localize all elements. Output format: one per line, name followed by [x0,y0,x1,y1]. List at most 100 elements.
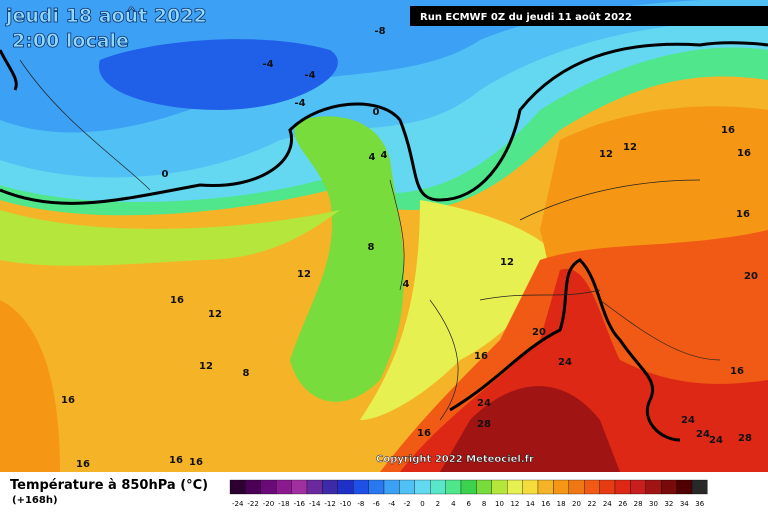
contour-label: 12 [500,257,514,268]
scale-tick: 26 [618,500,627,508]
scale-swatch [291,479,308,495]
scale-swatch [445,479,462,495]
contour-label: 20 [744,271,758,282]
scale-swatch [491,479,508,495]
scale-tick: -10 [340,500,351,508]
scale-swatch [691,479,708,495]
scale-swatch [584,479,600,495]
scale-swatch [507,479,523,495]
scale-tick: -14 [309,500,321,508]
green-tongue [290,116,404,402]
scale-swatch [553,479,569,495]
scale-swatch [322,479,338,495]
contour-label: 16 [474,351,488,362]
scale-swatch [245,479,261,495]
scale-tick: 14 [526,500,535,508]
contour-label: -4 [294,98,305,109]
contour-label: 12 [623,142,637,153]
contour-label: -8 [374,26,385,37]
scale-tick: 34 [680,500,689,508]
contour-label: 16 [737,148,751,159]
scale-swatch [614,479,631,495]
scale-tick: 24 [603,500,612,508]
scale-swatch [276,479,292,495]
contour-label: 4 [403,279,410,290]
scale-swatch [537,479,554,495]
scale-tick: 4 [451,500,456,508]
scale-swatch [383,479,400,495]
scale-swatch [522,479,539,495]
scale-tick: 22 [587,500,596,508]
contour-label: 8 [243,368,250,379]
scale-tick: 8 [482,500,486,508]
scale-swatch [306,479,323,495]
scale-tick: 2 [436,500,440,508]
scale-tick: 16 [541,500,550,508]
scale-swatch [353,479,369,495]
scale-tick: 10 [495,500,504,508]
scale-tick: 6 [466,500,471,508]
scale-swatch [337,479,354,495]
scale-swatch [676,479,693,495]
contour-label: -4 [304,70,315,81]
scale-tick: -20 [263,500,274,508]
scale-swatch [368,479,385,495]
scale-tick: 30 [649,500,658,508]
scale-tick: -6 [373,500,381,508]
scale-tick: 12 [510,500,519,508]
contour-label: 16 [189,457,203,468]
contour-label: 16 [417,428,431,439]
scale-tick: -16 [294,500,306,508]
map-time: 2:00 locale [12,30,129,52]
scale-tick: -8 [357,500,364,508]
scale-tick: 28 [634,500,643,508]
legend-title: Température à 850hPa (°C) [10,478,208,493]
contour-label: 28 [738,433,752,444]
coastlines [19,59,721,421]
contour-m4 [0,49,18,91]
scale-swatch [460,479,477,495]
contours [0,41,768,442]
zone-west [0,300,60,472]
contour-label: 0 [162,169,169,180]
run-label: Run ECMWF 0Z du jeudi 11 août 2022 [420,11,632,23]
contour-label: 16 [170,295,184,306]
contour-label: 12 [599,149,613,160]
scale-tick: 36 [695,500,704,508]
contour-label: 24 [558,357,572,368]
scale-swatch [399,479,415,495]
scale-tick: -12 [324,500,335,508]
run-box [410,6,768,26]
scale-tick: 20 [572,500,581,508]
color-scale: -24 -22 -20 -18 -16 -14 -12 -10 -8 -6 -4 -2 0 2 4 6 8 10 1… [229,479,708,508]
contour-0 [0,41,768,205]
contour-label: 16 [721,125,735,136]
scale-tick: 32 [664,500,673,508]
scale-swatch [645,479,662,495]
scale-swatch [476,479,492,495]
contour-label: 24 [681,415,695,426]
scale-swatch [568,479,585,495]
scale-tick: -18 [278,500,289,508]
contour-label: 16 [169,455,183,466]
contour-label: 12 [297,269,311,280]
contour-label: 12 [199,361,213,372]
contour-label: 4 [369,152,376,163]
contour-label: 8 [368,242,375,253]
scale-swatch [599,479,616,495]
contour-label: 4 [381,150,388,161]
copyright: Copyright 2022 Meteociel.fr [376,454,534,465]
contour-label: 16 [76,459,90,470]
contour-label: 16 [730,366,744,377]
zone-m8 [98,39,338,110]
contour-label: 12 [208,309,222,320]
zone-10 [0,210,340,266]
contour-20 [449,258,681,442]
scale-tick: -4 [388,500,396,508]
scale-swatch [661,479,677,495]
scale-tick: 0 [420,500,424,508]
zone-30 [440,386,620,472]
contour-label: 28 [477,419,491,430]
